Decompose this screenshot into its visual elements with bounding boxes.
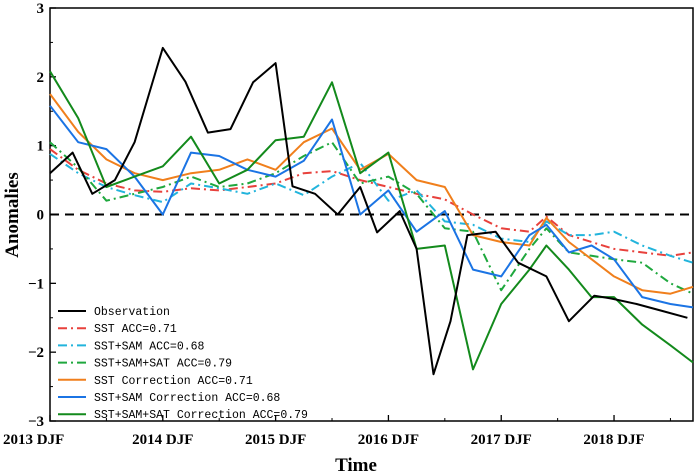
legend-label: SST ACC=0.71 [94, 323, 177, 336]
y-tick-label: −3 [28, 414, 44, 430]
y-tick-label: −2 [28, 345, 44, 361]
legend-label: SST+SAM Correction ACC=0.68 [94, 392, 280, 405]
y-tick-label: 2 [37, 70, 45, 86]
x-tick-label: 2017 DJF [471, 432, 532, 448]
y-tick-label: −1 [28, 276, 44, 292]
series-line-sst-sam-sat-acc-0-79 [49, 141, 694, 295]
x-tick-label: 2018 DJF [583, 432, 644, 448]
y-axis-title: Anomalies [2, 172, 23, 258]
legend-label: SST Correction ACC=0.71 [94, 375, 253, 388]
x-axis-title: Time [335, 455, 377, 475]
x-tick-label: 2014 DJF [132, 432, 193, 448]
series-line-observation [49, 46, 688, 376]
x-tick-label: 2016 DJF [358, 432, 419, 448]
series-line-sst-sam-acc-0-68 [49, 153, 694, 264]
legend-label: Observation [94, 306, 170, 319]
legend-label: SST+SAM+SAT Correction ACC=0.79 [94, 409, 308, 422]
y-tick-label: 3 [37, 1, 45, 17]
x-tick-label: 2013 DJF [3, 432, 64, 448]
legend-label: SST+SAM+SAT ACC=0.79 [94, 358, 232, 371]
y-tick-label: 1 [37, 139, 45, 155]
legend-label: SST+SAM ACC=0.68 [94, 340, 205, 353]
legend: Observation SST ACC=0.71 SST+SAM ACC=0.68 S… [58, 306, 308, 422]
y-tick-label: 0 [37, 208, 45, 224]
series-line-sst-sam-correction-acc-0-68 [49, 105, 694, 309]
x-tick-label: 2015 DJF [245, 432, 306, 448]
